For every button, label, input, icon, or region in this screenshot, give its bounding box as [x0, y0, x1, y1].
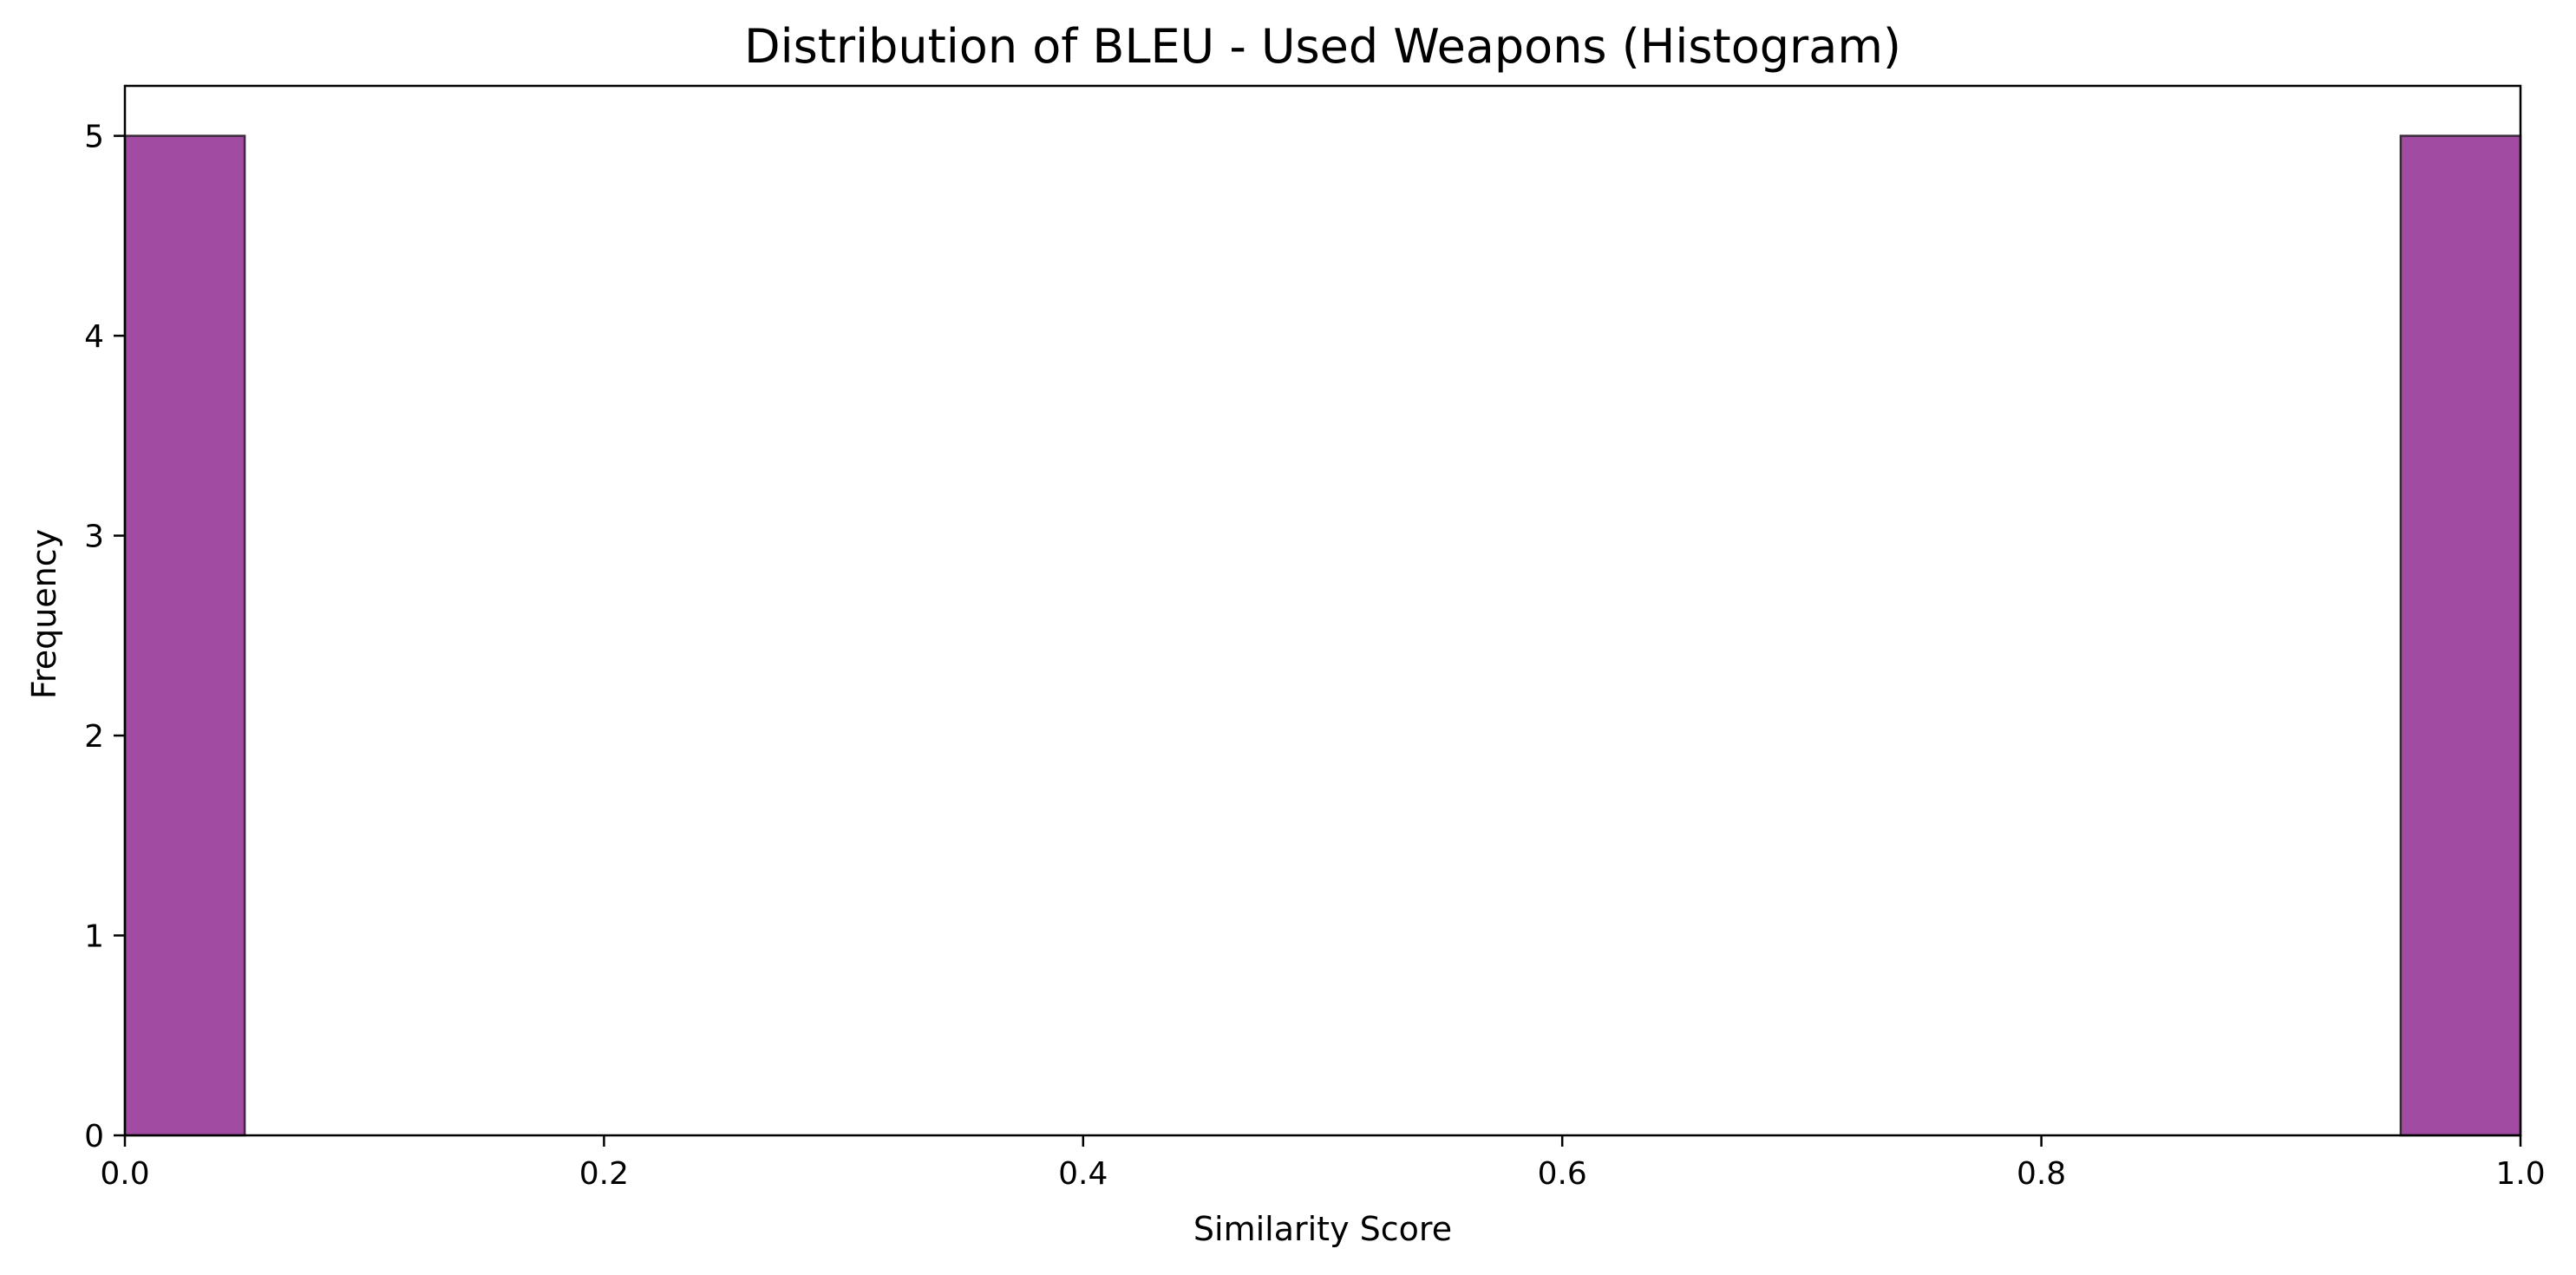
chart-title: Distribution of BLEU - Used Weapons (His…: [744, 19, 1901, 74]
y-tick-label: 2: [84, 719, 104, 755]
bars-layer: [123, 134, 2522, 1137]
x-tick-label: 0.2: [579, 1156, 629, 1192]
y-tick-label: 5: [84, 120, 104, 155]
y-tick-label: 1: [84, 919, 104, 955]
x-tick-label: 0.4: [1058, 1156, 1108, 1192]
y-axis-label: Frequency: [25, 529, 63, 699]
x-tick-label: 1.0: [2495, 1156, 2545, 1192]
y-tick-label: 0: [84, 1119, 104, 1154]
x-axis-ticks: 0.0 0.2 0.4 0.6 0.8 1.0: [100, 1135, 2546, 1192]
plot-frame: [123, 84, 2522, 1137]
y-tick-label: 4: [84, 319, 104, 355]
x-tick-label: 0.8: [2017, 1156, 2066, 1192]
x-tick-label: 0.6: [1538, 1156, 1587, 1192]
y-tick-label: 3: [84, 520, 104, 555]
histogram-bar-0: [123, 134, 246, 1137]
y-axis-ticks: 0 1 2 3 4 5: [84, 120, 125, 1154]
x-axis-label: Similarity Score: [1193, 1210, 1452, 1248]
x-tick-label: 0.0: [100, 1156, 149, 1192]
histogram-bar-1: [2399, 134, 2522, 1137]
